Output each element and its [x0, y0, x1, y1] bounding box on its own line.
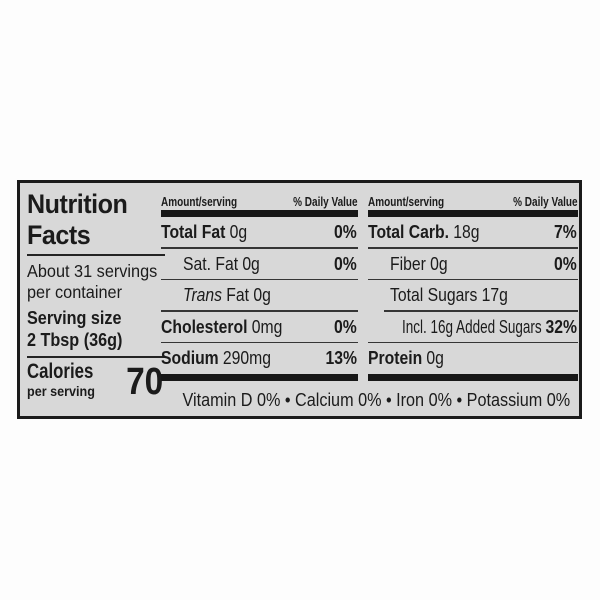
nutrient-row-trans-fat: Trans Fat 0g	[161, 278, 358, 312]
column-header: Amount/serving % Daily Value	[161, 195, 358, 210]
thick-rule	[161, 374, 358, 381]
nutrient-amount: 0g	[430, 252, 448, 274]
nutrient-daily-value: 0%	[334, 221, 357, 243]
nutrient-daily-value: 0%	[334, 315, 357, 337]
nutrient-row-sodium: Sodium 290mg 13%	[161, 341, 358, 375]
servings-per-container: About 31 servings per container	[27, 261, 165, 303]
nutrient-rows: Total Fat 0g 0% Sat. Fat 0g 0% Trans Fat 0g…	[161, 217, 358, 375]
nutrient-amount: 0g	[242, 252, 260, 274]
nutrient-name: Total Sugars	[390, 284, 478, 306]
nutrient-daily-value: 13%	[325, 347, 357, 369]
nutrient-daily-value: 7%	[554, 221, 577, 243]
calories-block: Calories per serving 70	[27, 361, 165, 407]
nutrient-row-cholesterol: Cholesterol 0mg 0%	[161, 310, 358, 343]
calories-value: 70	[125, 361, 163, 403]
nutrient-name: Cholesterol	[161, 315, 248, 337]
thick-rule	[161, 210, 358, 217]
nutrient-name: Total Carb.	[368, 221, 449, 243]
calories-divider	[27, 356, 165, 358]
nutrient-name: Trans	[183, 284, 223, 306]
nutrient-row-total-fat: Total Fat 0g 0%	[161, 217, 358, 249]
title-divider	[27, 254, 165, 256]
serving-size-value: 2 Tbsp (36g)	[27, 330, 123, 350]
column-header: Amount/serving % Daily Value	[368, 195, 578, 210]
daily-value-header: % Daily Value	[293, 195, 358, 209]
thick-rule	[368, 210, 578, 217]
nutrient-name: Sat. Fat	[183, 252, 239, 274]
serving-size-label: Serving size	[27, 308, 122, 328]
nutrient-row-total-carb: Total Carb. 18g 7%	[368, 217, 578, 249]
nutrient-daily-value: 0%	[334, 252, 357, 274]
nutrient-row-total-sugars: Total Sugars 17g	[368, 278, 578, 312]
nutrient-name: Protein	[368, 347, 423, 369]
nutrient-amount: 17g	[481, 284, 508, 306]
nutrient-name: Incl. 16g Added Sugars	[402, 315, 542, 337]
nutrient-amount: 0g	[229, 221, 248, 243]
nutrition-facts-panel: Nutrition Facts About 31 servings per co…	[17, 180, 582, 419]
amount-per-serving-header: Amount/serving	[161, 195, 238, 209]
calories-sublabel: per serving	[27, 383, 95, 399]
amount-per-serving-header: Amount/serving	[368, 195, 445, 209]
nutrient-column-carbs-protein: Amount/serving % Daily Value Total Carb.…	[368, 195, 578, 381]
nutrient-row-sat-fat: Sat. Fat 0g 0%	[161, 247, 358, 280]
nutrition-facts-title-line1: Nutrition	[27, 189, 128, 219]
nutrient-amount: 0g	[426, 347, 444, 369]
nutrient-daily-value: 32%	[545, 315, 577, 337]
daily-value-header: % Daily Value	[513, 195, 578, 209]
nutrient-row-added-sugars: Incl. 16g Added Sugars 32%	[368, 310, 578, 343]
nutrient-amount: 0mg	[251, 315, 283, 337]
nutrient-amount: Fat 0g	[226, 284, 271, 306]
label-left-column: Nutrition Facts About 31 servings per co…	[27, 183, 165, 407]
thick-rule	[368, 374, 578, 381]
servings-line2: per container	[27, 282, 123, 302]
nutrient-amount: 290mg	[222, 347, 272, 369]
nutrient-name: Fiber	[390, 252, 426, 274]
serving-size: Serving size 2 Tbsp (36g)	[27, 307, 165, 351]
micronutrients-row: Vitamin D 0% • Calcium 0% • Iron 0% • Po…	[161, 387, 578, 413]
calories-label: Calories	[27, 360, 94, 383]
nutrient-rows: Total Carb. 18g 7% Fiber 0g 0% Total Sugar…	[368, 217, 578, 375]
nutrient-column-fats-sodium: Amount/serving % Daily Value Total Fat 0g…	[161, 195, 358, 381]
nutrient-row-protein: Protein 0g	[368, 341, 578, 375]
nutrient-name: Total Fat	[161, 221, 226, 243]
micronutrients-text: Vitamin D 0% • Calcium 0% • Iron 0% • Po…	[182, 390, 571, 410]
nutrient-name: Sodium	[161, 347, 219, 369]
nutrition-facts-title-line2: Facts	[27, 220, 91, 250]
nutrient-amount: 18g	[453, 221, 480, 243]
nutrient-row-fiber: Fiber 0g 0%	[368, 247, 578, 280]
servings-line1: About 31 servings	[27, 261, 158, 281]
nutrient-daily-value: 0%	[554, 252, 577, 274]
